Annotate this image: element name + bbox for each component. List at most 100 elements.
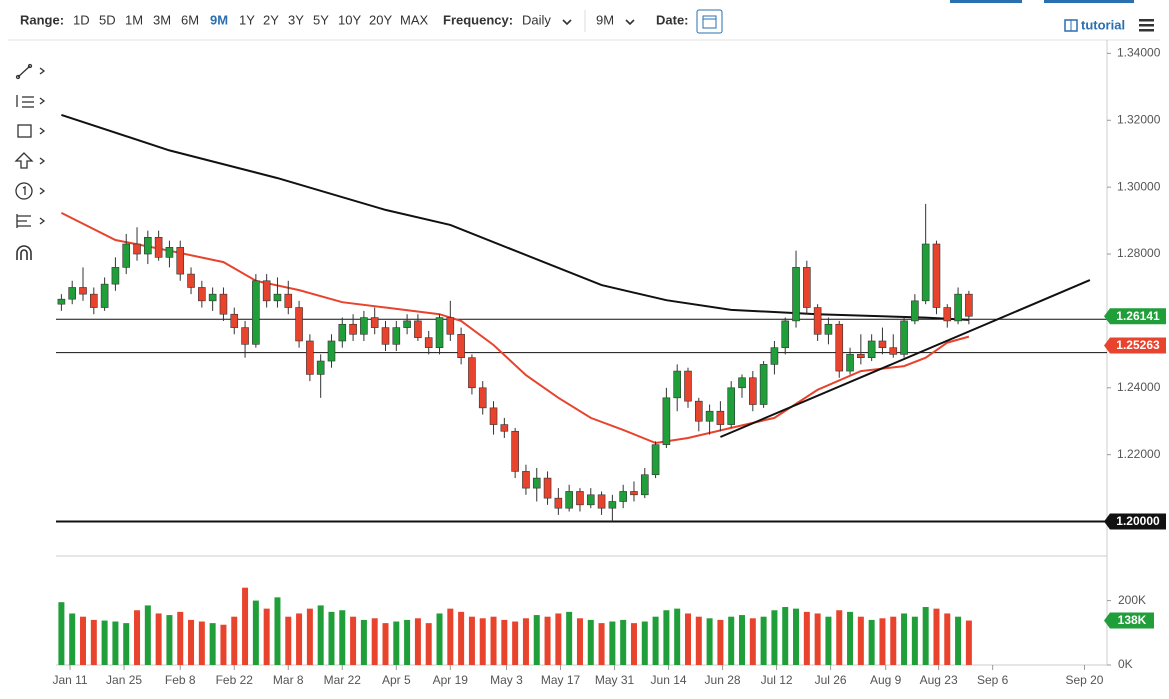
- plot: 1.34000 1.32000 1.30000 1.28000 1.24000 1.220…: [52, 46, 1166, 687]
- candle-body: [198, 287, 206, 302]
- volume-bar: [285, 616, 292, 665]
- rect-tool[interactable]: [17, 124, 46, 138]
- candle-body: [457, 333, 465, 358]
- candle-body: [111, 267, 120, 285]
- volume-bar: [382, 623, 389, 665]
- candle-body: [889, 347, 898, 355]
- menu-bar: [1139, 29, 1154, 32]
- line-tool[interactable]: [15, 63, 46, 80]
- top-button[interactable]: [1044, 0, 1134, 3]
- price-tag: [1104, 337, 1166, 354]
- volume-bar: [739, 615, 746, 665]
- candle-body: [835, 323, 844, 372]
- frequency-select[interactable]: Daily: [522, 12, 551, 27]
- volume-bar: [155, 613, 162, 665]
- drawing-tools: [14, 63, 46, 260]
- volume-bar: [101, 620, 108, 665]
- tutorial-link[interactable]: tutorial: [1081, 17, 1125, 32]
- candle-body: [543, 477, 552, 499]
- volume-bar: [782, 607, 789, 665]
- x-tick-label: Jan 11: [52, 673, 87, 687]
- candle-body: [435, 317, 444, 348]
- tree-tool[interactable]: [16, 214, 46, 228]
- range-button[interactable]: 5Y: [313, 12, 329, 27]
- x-tick-label: May 17: [541, 673, 581, 687]
- volume-bar: [231, 616, 238, 665]
- volume-bar: [901, 613, 908, 665]
- candle-body: [90, 293, 98, 308]
- range-button[interactable]: 3M: [153, 12, 171, 27]
- top-button[interactable]: [950, 0, 1022, 3]
- candle-body: [759, 364, 768, 405]
- arrow-tool[interactable]: [14, 152, 46, 169]
- candle-body: [144, 237, 152, 255]
- number-tool[interactable]: [15, 182, 46, 200]
- candle-body: [489, 407, 498, 425]
- candle-body: [824, 323, 833, 335]
- range-button[interactable]: 1D: [73, 12, 90, 27]
- volume-bar: [933, 608, 940, 665]
- x-tick-label: Mar 8: [273, 673, 304, 687]
- candle-body: [943, 307, 952, 322]
- frequency-label: Frequency:: [443, 12, 513, 27]
- candle-body: [857, 354, 865, 358]
- volume-bar: [630, 623, 637, 665]
- candle-body: [295, 307, 303, 342]
- volume-bar: [166, 615, 173, 665]
- date-button[interactable]: [696, 9, 723, 34]
- volume-bar: [847, 611, 854, 665]
- range-button[interactable]: 1Y: [239, 12, 255, 27]
- volume-bar: [609, 621, 616, 665]
- volume-bar: [414, 618, 421, 665]
- range-button[interactable]: 2Y: [263, 12, 279, 27]
- candle-body: [576, 491, 584, 506]
- range-button[interactable]: 9M: [210, 12, 228, 27]
- volume-bar: [576, 618, 583, 665]
- x-tick-label: Apr 5: [382, 673, 411, 687]
- menu-bar: [1139, 24, 1154, 27]
- volume-bar: [879, 618, 886, 665]
- range-button[interactable]: 10Y: [338, 12, 361, 27]
- candle-body: [932, 243, 941, 308]
- volume-bar: [793, 608, 800, 665]
- menu-button[interactable]: [1139, 19, 1154, 32]
- volume-bar: [177, 611, 184, 665]
- range-button[interactable]: 3Y: [288, 12, 304, 27]
- volume-bar: [544, 616, 551, 665]
- volume-tick-label: 200K: [1118, 593, 1146, 607]
- candle-body: [500, 424, 509, 432]
- candle-body: [381, 327, 390, 345]
- range-button[interactable]: 5D: [99, 12, 116, 27]
- range-button[interactable]: 6M: [181, 12, 199, 27]
- candle-body: [262, 280, 271, 302]
- candle-body: [338, 323, 347, 342]
- x-tick-label: Mar 22: [324, 673, 362, 687]
- candle-body: [630, 491, 638, 496]
- price-tag-label: 1.25263: [1116, 338, 1160, 352]
- candle-body: [133, 243, 141, 255]
- range-button[interactable]: 1M: [125, 12, 143, 27]
- volume-bar: [803, 611, 810, 665]
- fib-tool[interactable]: [16, 95, 46, 108]
- calendar-icon: [702, 15, 717, 29]
- period-select[interactable]: 9M: [596, 12, 614, 27]
- candle-body: [954, 293, 962, 322]
- candle-body: [792, 267, 800, 322]
- candle-body: [878, 340, 887, 348]
- candle-body: [208, 293, 217, 302]
- magnet-tool[interactable]: [16, 245, 32, 260]
- candle-body: [684, 370, 692, 402]
- volume-bar: [69, 613, 76, 665]
- x-tick-label: Jul 12: [761, 673, 793, 687]
- candle-body: [813, 307, 822, 335]
- volume-bar: [220, 624, 227, 665]
- y-tick-label: 1.30000: [1117, 179, 1161, 193]
- candle-body: [446, 317, 455, 335]
- volume-bar: [652, 616, 659, 665]
- volume-bar: [479, 618, 486, 665]
- volume-bar: [598, 623, 605, 665]
- y-tick-label: 1.24000: [1117, 380, 1161, 394]
- range-button[interactable]: MAX: [400, 12, 429, 27]
- range-button[interactable]: 20Y: [369, 12, 392, 27]
